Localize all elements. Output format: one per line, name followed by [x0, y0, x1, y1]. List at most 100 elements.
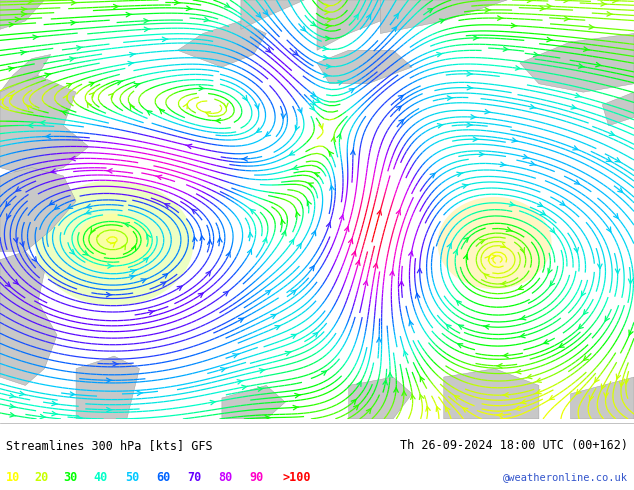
FancyArrowPatch shape [491, 254, 496, 259]
FancyArrowPatch shape [417, 269, 422, 273]
FancyArrowPatch shape [321, 371, 327, 375]
FancyArrowPatch shape [629, 330, 633, 335]
FancyArrowPatch shape [21, 7, 27, 12]
FancyArrowPatch shape [208, 240, 212, 245]
FancyArrowPatch shape [45, 134, 51, 139]
FancyArrowPatch shape [223, 292, 228, 296]
Polygon shape [571, 377, 634, 419]
FancyArrowPatch shape [255, 104, 259, 109]
FancyArrowPatch shape [598, 264, 602, 269]
FancyArrowPatch shape [85, 204, 91, 208]
FancyArrowPatch shape [473, 137, 479, 141]
FancyArrowPatch shape [496, 413, 502, 417]
FancyArrowPatch shape [292, 165, 298, 170]
Polygon shape [380, 0, 507, 33]
Text: 70: 70 [188, 471, 202, 484]
FancyArrowPatch shape [564, 17, 570, 21]
FancyArrowPatch shape [107, 408, 112, 412]
FancyArrowPatch shape [131, 270, 137, 274]
FancyArrowPatch shape [550, 228, 555, 233]
FancyArrowPatch shape [291, 335, 296, 339]
FancyArrowPatch shape [295, 393, 301, 398]
FancyArrowPatch shape [526, 374, 532, 379]
FancyArrowPatch shape [121, 245, 126, 250]
FancyArrowPatch shape [0, 98, 4, 103]
FancyArrowPatch shape [409, 251, 413, 256]
FancyArrowPatch shape [447, 96, 453, 100]
FancyArrowPatch shape [540, 6, 546, 11]
FancyArrowPatch shape [281, 114, 285, 119]
FancyArrowPatch shape [265, 416, 271, 420]
FancyArrowPatch shape [530, 104, 536, 109]
FancyArrowPatch shape [327, 222, 331, 228]
FancyArrowPatch shape [27, 123, 33, 128]
FancyArrowPatch shape [530, 161, 536, 166]
FancyArrowPatch shape [311, 100, 315, 105]
FancyArrowPatch shape [428, 9, 432, 13]
FancyArrowPatch shape [162, 37, 168, 42]
FancyArrowPatch shape [9, 23, 15, 27]
FancyArrowPatch shape [290, 151, 295, 155]
FancyArrowPatch shape [21, 12, 27, 17]
FancyArrowPatch shape [534, 52, 540, 56]
FancyArrowPatch shape [535, 390, 541, 394]
FancyArrowPatch shape [63, 95, 67, 100]
FancyArrowPatch shape [297, 244, 301, 248]
FancyArrowPatch shape [193, 237, 197, 242]
FancyArrowPatch shape [13, 238, 18, 243]
FancyArrowPatch shape [113, 362, 119, 366]
FancyArrowPatch shape [426, 406, 430, 411]
FancyArrowPatch shape [560, 201, 565, 205]
Text: 40: 40 [94, 471, 108, 484]
FancyArrowPatch shape [323, 55, 329, 60]
FancyArrowPatch shape [145, 27, 150, 31]
FancyArrowPatch shape [307, 201, 311, 206]
FancyArrowPatch shape [500, 244, 505, 247]
Text: 30: 30 [63, 471, 77, 484]
Text: 90: 90 [250, 471, 264, 484]
FancyArrowPatch shape [147, 111, 152, 115]
FancyArrowPatch shape [357, 381, 361, 387]
FancyArrowPatch shape [108, 94, 113, 98]
FancyArrowPatch shape [39, 121, 45, 125]
FancyArrowPatch shape [514, 406, 520, 411]
FancyArrowPatch shape [463, 255, 468, 260]
FancyArrowPatch shape [453, 250, 458, 255]
FancyArrowPatch shape [293, 405, 299, 410]
FancyArrowPatch shape [351, 150, 355, 155]
FancyArrowPatch shape [573, 146, 578, 150]
FancyArrowPatch shape [71, 0, 77, 5]
FancyArrowPatch shape [281, 220, 285, 224]
FancyArrowPatch shape [509, 202, 515, 206]
FancyArrowPatch shape [345, 227, 349, 232]
FancyArrowPatch shape [455, 395, 460, 400]
Polygon shape [571, 33, 634, 50]
FancyArrowPatch shape [130, 104, 134, 109]
Polygon shape [520, 42, 634, 92]
FancyArrowPatch shape [52, 401, 58, 406]
FancyArrowPatch shape [523, 154, 529, 159]
FancyArrowPatch shape [290, 239, 294, 245]
FancyArrowPatch shape [89, 93, 94, 98]
FancyArrowPatch shape [458, 344, 463, 348]
FancyArrowPatch shape [436, 406, 441, 412]
FancyArrowPatch shape [295, 125, 299, 130]
FancyArrowPatch shape [390, 271, 394, 276]
FancyArrowPatch shape [589, 395, 593, 400]
FancyArrowPatch shape [266, 132, 271, 136]
FancyArrowPatch shape [326, 24, 332, 28]
FancyArrowPatch shape [107, 169, 112, 173]
FancyArrowPatch shape [107, 378, 112, 383]
Polygon shape [317, 0, 431, 50]
FancyArrowPatch shape [446, 407, 450, 412]
FancyArrowPatch shape [325, 10, 329, 14]
FancyArrowPatch shape [327, 18, 333, 22]
FancyArrowPatch shape [70, 57, 75, 61]
FancyArrowPatch shape [564, 0, 569, 2]
FancyArrowPatch shape [183, 104, 188, 109]
FancyArrowPatch shape [459, 325, 463, 329]
FancyArrowPatch shape [258, 387, 264, 392]
FancyArrowPatch shape [242, 157, 247, 161]
FancyArrowPatch shape [574, 180, 579, 184]
FancyArrowPatch shape [50, 169, 56, 173]
